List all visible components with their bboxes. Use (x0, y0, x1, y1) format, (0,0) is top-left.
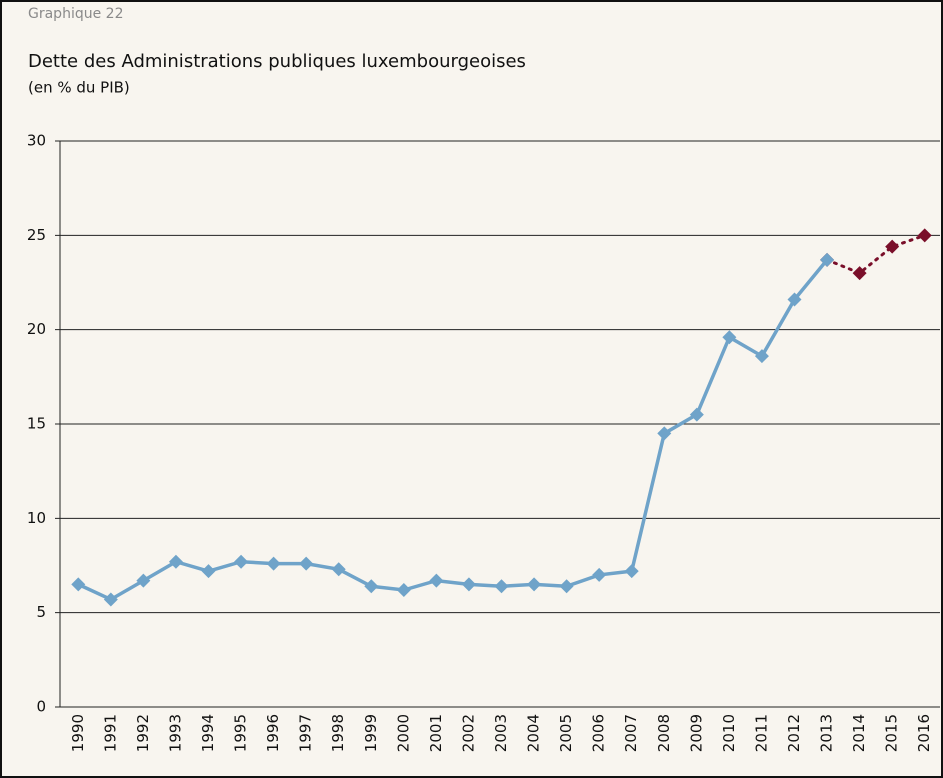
x-tick-label: 1990 (69, 714, 87, 752)
series-line (825, 233, 927, 275)
y-tick-label: 10 (27, 509, 46, 527)
data-point (234, 554, 249, 569)
data-point (331, 562, 346, 577)
x-tick-label: 1994 (199, 714, 217, 752)
data-point (527, 577, 542, 592)
data-point (103, 592, 118, 607)
data-point (787, 292, 802, 307)
x-tick-label: 2000 (394, 714, 412, 752)
y-tick-label: 30 (27, 132, 46, 150)
data-point (592, 567, 607, 582)
x-tick-label: 2009 (687, 714, 705, 752)
data-point (559, 579, 574, 594)
x-tick-label: 1999 (362, 714, 380, 752)
y-tick-label: 5 (36, 603, 46, 621)
data-point (299, 556, 314, 571)
data-point (396, 583, 411, 598)
x-tick-label: 1996 (264, 714, 282, 752)
y-tick-label: 20 (27, 320, 46, 338)
data-point (820, 252, 835, 267)
y-tick-label: 25 (27, 226, 46, 244)
chart-subtitle: (en % du PIB) (28, 79, 130, 97)
data-point (364, 579, 379, 594)
x-tick-label: 2004 (525, 714, 543, 752)
data-point (917, 228, 932, 243)
x-tick-label: 1998 (329, 714, 347, 752)
chart-label: Graphique 22 (28, 6, 123, 22)
data-point (722, 330, 737, 345)
x-tick-label: 2006 (590, 714, 608, 752)
x-tick-label: 2008 (655, 714, 673, 752)
x-tick-label: 2016 (915, 714, 933, 752)
data-point (266, 556, 281, 571)
chart-title: Dette des Administrations publiques luxe… (28, 51, 526, 72)
y-tick-label: 0 (36, 698, 46, 716)
data-point (657, 426, 672, 441)
data-point (71, 577, 86, 592)
data-point (754, 349, 769, 364)
x-tick-label: 1997 (297, 714, 315, 752)
x-tick-label: 2015 (883, 714, 901, 752)
x-tick-label: 2002 (459, 714, 477, 752)
data-point (885, 239, 900, 254)
x-tick-label: 2007 (622, 714, 640, 752)
data-point (689, 407, 704, 422)
x-tick-label: 1993 (166, 714, 184, 752)
data-point (168, 554, 183, 569)
x-tick-label: 1992 (134, 714, 152, 752)
x-tick-label: 2012 (785, 714, 803, 752)
data-point (461, 577, 476, 592)
data-point (201, 564, 216, 579)
data-point (852, 266, 867, 281)
x-tick-label: 1995 (232, 714, 250, 752)
x-tick-label: 2011 (752, 714, 770, 752)
x-tick-label: 2003 (492, 714, 510, 752)
y-tick-label: 15 (27, 415, 46, 433)
x-tick-label: 2013 (818, 714, 836, 752)
x-tick-label: 2005 (557, 714, 575, 752)
x-tick-label: 1991 (101, 714, 119, 752)
data-point (429, 573, 444, 588)
data-point (494, 579, 509, 594)
x-tick-label: 2014 (850, 714, 868, 752)
x-tick-label: 2001 (427, 714, 445, 752)
data-point (624, 564, 639, 579)
data-point (136, 573, 151, 588)
x-tick-label: 2010 (720, 714, 738, 752)
